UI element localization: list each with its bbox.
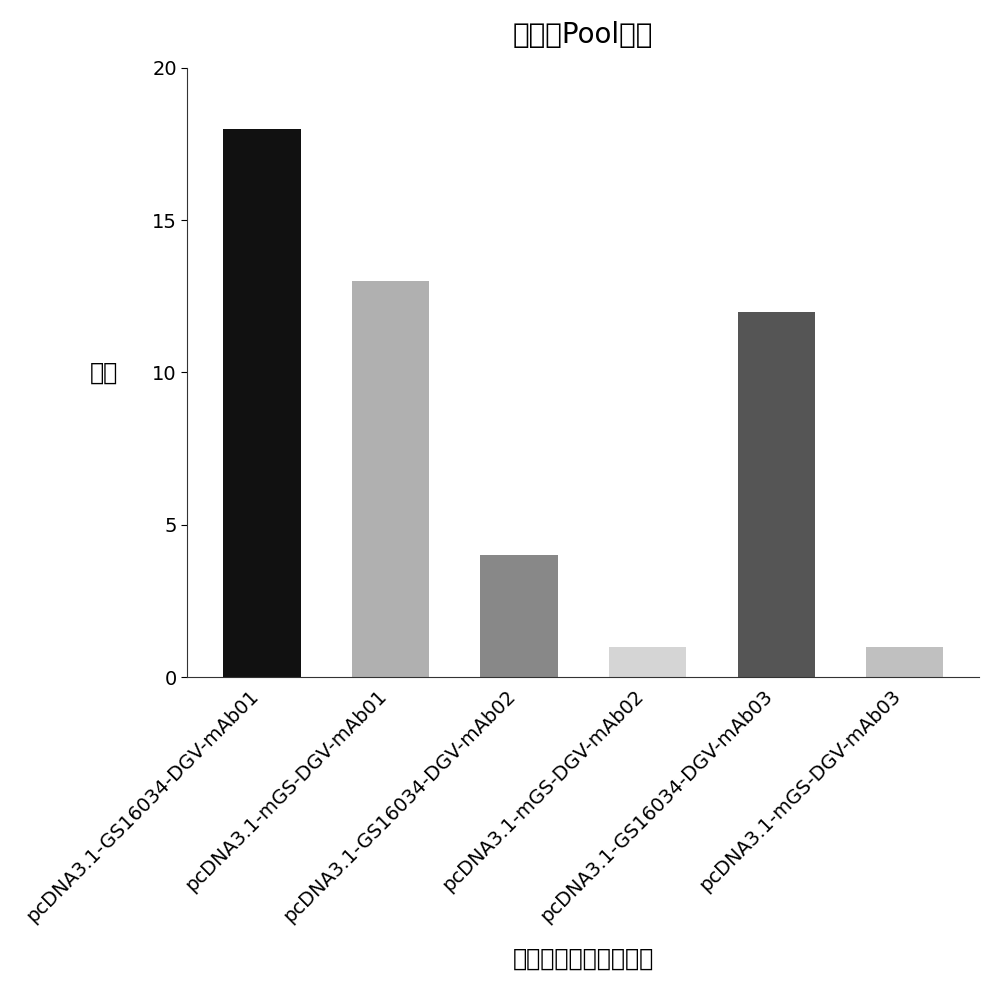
Bar xyxy=(352,281,429,678)
Y-axis label: 数量: 数量 xyxy=(89,360,118,385)
Bar xyxy=(480,556,558,678)
Bar xyxy=(738,311,815,678)
X-axis label: 含抗体序列的表达载体: 含抗体序列的表达载体 xyxy=(513,947,654,971)
Bar xyxy=(866,647,943,678)
Bar xyxy=(609,647,686,678)
Bar xyxy=(223,129,301,678)
Title: 高表込Pool筛选: 高表込Pool筛选 xyxy=(513,21,653,49)
